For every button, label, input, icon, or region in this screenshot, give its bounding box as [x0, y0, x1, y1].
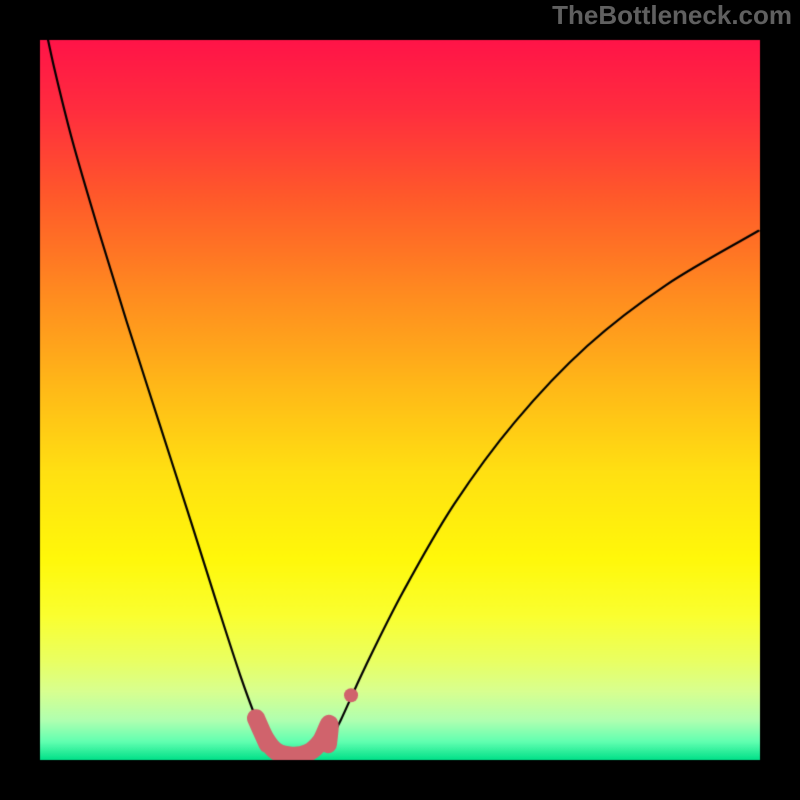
chart-stage: TheBottleneck.com	[0, 0, 800, 800]
watermark-text: TheBottleneck.com	[552, 0, 792, 31]
bottleneck-canvas	[0, 0, 800, 800]
